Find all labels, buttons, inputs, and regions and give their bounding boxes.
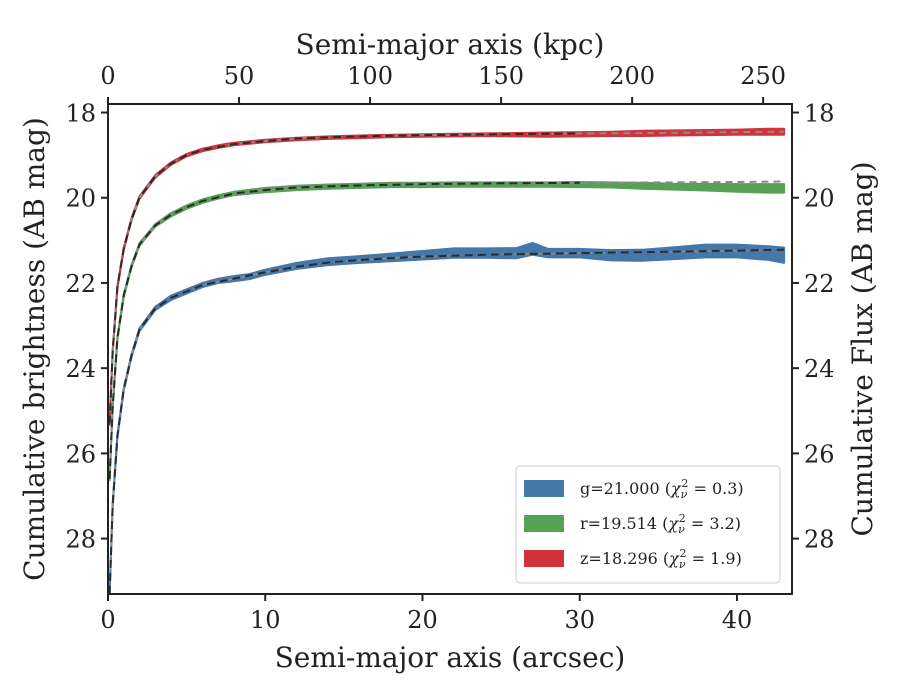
band-z: [108, 127, 786, 426]
y2-tick-label: 18: [804, 100, 835, 128]
model-line-r: [108, 181, 580, 480]
x2-tick-label: 200: [609, 62, 655, 90]
x2-tick-label: 150: [478, 62, 524, 90]
legend-label: r=19.514 (χν2 = 3.2): [580, 512, 741, 536]
x-axis-label: Semi-major axis (arcsec): [275, 641, 626, 674]
legend-box: [515, 465, 781, 584]
model-line-z: [108, 132, 580, 424]
y2-tick-label: 20: [804, 185, 835, 213]
legend: g=21.000 (χν2 = 0.3) r=19.514 (χν2 = 3.2)…: [515, 465, 781, 584]
band-g: [108, 241, 786, 594]
y-tick-label: 18: [65, 100, 96, 128]
y-tick-label: 26: [65, 440, 96, 468]
y2-tick-label: 24: [804, 355, 835, 383]
x-tick-label: 40: [722, 606, 753, 634]
x2-tick-label: 250: [740, 62, 786, 90]
x2-axis-label: Semi-major axis (kpc): [296, 28, 605, 61]
x-tick-label: 30: [564, 606, 595, 634]
legend-label: z=18.296 (χν2 = 1.9): [580, 547, 742, 571]
legend-label: g=21.000 (χν2 = 0.3): [580, 477, 744, 501]
y-tick-label: 24: [65, 355, 96, 383]
y2-tick-label: 22: [804, 270, 835, 298]
y2-tick-label: 28: [804, 526, 835, 554]
y-tick-label: 22: [65, 270, 96, 298]
x2-tick-label: 50: [224, 62, 255, 90]
x2-tick-label: 0: [100, 62, 115, 90]
band-r: [108, 181, 786, 482]
plot-area: [108, 127, 786, 594]
axis-ticks: 0 10 20 30 40 0 50 100 150 200 250 18 18 20 20 22 22 24 24…: [65, 62, 834, 634]
legend-swatch: [524, 515, 564, 532]
x-tick-label: 0: [100, 606, 115, 634]
model-line-gray-z: [108, 130, 785, 424]
model-line-g: [108, 248, 785, 594]
axes-frame: [107, 103, 793, 595]
x2-tick-label: 100: [347, 62, 393, 90]
y2-axis-label: Cumulative Flux (AB mag): [846, 161, 879, 536]
y2-tick-label: 26: [804, 440, 835, 468]
y-tick-label: 20: [65, 185, 96, 213]
model-line-gray-r: [108, 180, 785, 480]
x-tick-label: 10: [250, 606, 281, 634]
legend-swatch: [524, 480, 564, 497]
y-axis-label: Cumulative brightness (AB mag): [18, 117, 51, 581]
y-tick-label: 28: [65, 526, 96, 554]
legend-swatch: [524, 550, 564, 567]
x-tick-label: 20: [407, 606, 438, 634]
